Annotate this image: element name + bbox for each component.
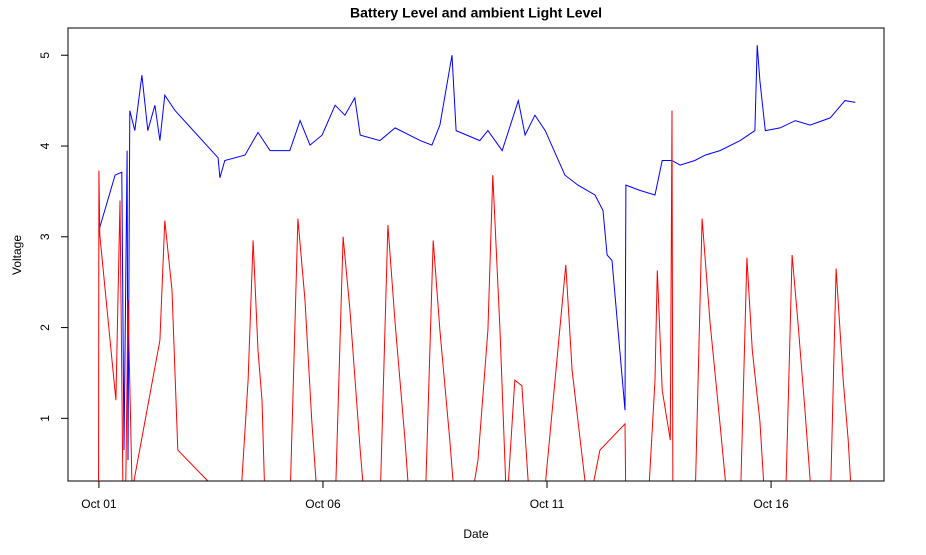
x-tick-label: Oct 16 <box>753 497 789 511</box>
y-axis-label: Voltage <box>10 235 24 275</box>
plot-area <box>98 45 856 481</box>
x-tick-label: Oct 06 <box>305 497 341 511</box>
y-tick-label: 2 <box>38 324 52 331</box>
series-line <box>98 45 856 461</box>
series-line <box>98 110 852 481</box>
x-axis-label: Date <box>463 527 489 541</box>
x-tick-label: Oct 11 <box>530 497 565 511</box>
y-tick-label: 1 <box>38 415 52 422</box>
y-tick-label: 3 <box>38 233 52 240</box>
y-tick-label: 4 <box>38 142 52 149</box>
y-tick-label: 5 <box>38 52 52 59</box>
x-tick-label: Oct 01 <box>81 497 117 511</box>
chart-title: Battery Level and ambient Light Level <box>350 5 602 21</box>
